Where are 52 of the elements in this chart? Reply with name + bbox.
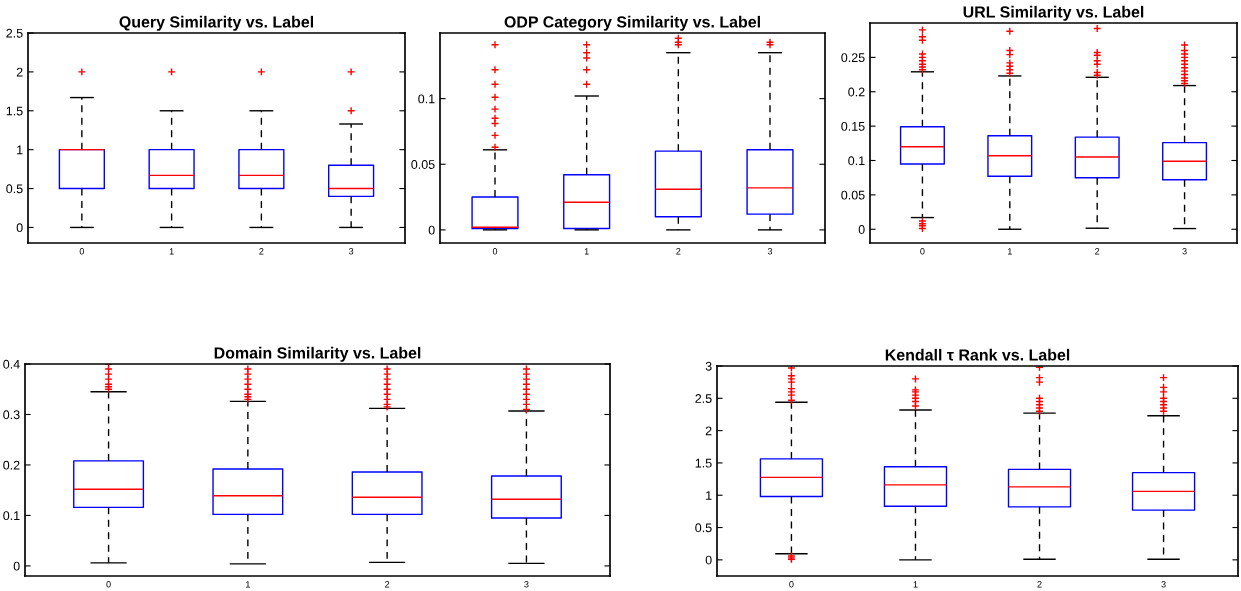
y-tick-label: 2	[705, 426, 712, 436]
y-tick-label: 1	[17, 145, 23, 155]
chart-title: Domain Similarity vs. Label	[214, 346, 421, 362]
x-tick-label: 1	[169, 248, 174, 255]
y-tick-label: 1.5	[695, 458, 712, 468]
y-tick-label: 0	[13, 561, 20, 571]
y-tick-label: 0.5	[6, 184, 23, 194]
y-tick-label: 0.05	[841, 190, 865, 200]
y-tick-label: 0.2	[3, 460, 20, 470]
y-tick-label: 0.15	[841, 121, 865, 131]
y-tick-label: 0.2	[848, 87, 865, 97]
x-tick-label: 2	[1037, 581, 1042, 588]
y-tick-label: 0.5	[695, 523, 712, 533]
y-tick-label: 0.1	[418, 94, 435, 104]
y-tick-label: 0	[705, 555, 712, 565]
y-tick-label: 0	[428, 225, 435, 235]
y-tick-label: 0.3	[3, 410, 20, 420]
y-tick-label: 0.05	[411, 160, 435, 169]
x-tick-label: 0	[106, 581, 111, 588]
chart-title: Query Similarity vs. Label	[119, 15, 314, 31]
x-tick-label: 3	[767, 248, 773, 255]
x-tick-label: 2	[385, 581, 390, 588]
x-tick-label: 0	[789, 581, 794, 588]
y-tick-label: 0.4	[3, 359, 20, 369]
x-tick-label: 3	[1182, 248, 1187, 255]
y-tick-label: 3	[705, 361, 712, 371]
y-tick-label: 2	[16, 67, 23, 77]
x-tick-label: 1	[913, 581, 918, 588]
x-tick-label: 1	[246, 581, 250, 588]
x-tick-label: 0	[492, 248, 498, 255]
x-tick-label: 0	[920, 248, 925, 255]
chart-title: ODP Category Similarity vs. Label	[504, 15, 760, 31]
x-tick-label: 3	[524, 581, 529, 588]
x-tick-label: 1	[1007, 248, 1012, 255]
y-tick-label: 0.1	[848, 156, 865, 166]
x-tick-label: 2	[676, 248, 681, 255]
y-tick-label: 2.5	[695, 394, 712, 403]
y-tick-label: 0.1	[3, 511, 20, 521]
y-tick-label: 0	[858, 225, 865, 234]
x-tick-label: 2	[259, 248, 264, 255]
y-tick-label: 0.25	[841, 53, 865, 63]
x-tick-label: 3	[348, 248, 354, 255]
x-tick-label: 2	[1095, 248, 1100, 255]
y-tick-label: 1	[706, 491, 712, 500]
chart-title: Kendall τ Rank vs. Label	[885, 348, 1070, 361]
x-tick-label: 0	[79, 248, 85, 255]
y-tick-label: 1.5	[6, 106, 23, 116]
y-tick-label: 0	[16, 223, 23, 233]
chart-title: URL Similarity vs. Label	[963, 5, 1144, 21]
x-tick-label: 1	[584, 248, 589, 255]
y-tick-label: 2.5	[6, 28, 23, 38]
x-tick-label: 3	[1161, 581, 1166, 588]
